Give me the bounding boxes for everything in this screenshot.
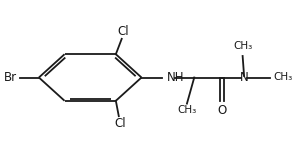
Text: O: O — [218, 104, 227, 117]
Text: N: N — [240, 71, 249, 84]
Text: Br: Br — [4, 71, 17, 84]
Text: CH₃: CH₃ — [177, 105, 197, 115]
Text: Cl: Cl — [114, 117, 126, 130]
Text: CH₃: CH₃ — [273, 73, 293, 82]
Text: NH: NH — [166, 71, 184, 84]
Text: Cl: Cl — [117, 25, 129, 38]
Text: CH₃: CH₃ — [233, 41, 252, 51]
